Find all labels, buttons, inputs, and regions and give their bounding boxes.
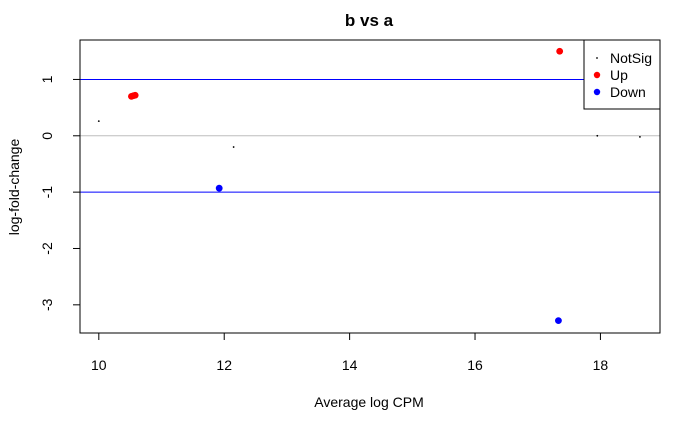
- point-notsig: [97, 120, 100, 123]
- plot-area-border: [79, 39, 661, 334]
- y-tick-label: -2: [39, 242, 55, 255]
- legend-label-down: Down: [610, 84, 646, 100]
- data-points: [97, 47, 641, 325]
- point-down: [555, 317, 562, 325]
- y-tick-label: 1: [39, 75, 55, 83]
- x-axis: 10 12 14 16 18: [91, 332, 609, 373]
- legend-marker-up: [593, 71, 601, 79]
- y-tick-label: 0: [39, 132, 55, 140]
- x-tick-label: 12: [216, 357, 232, 373]
- x-tick-label: 18: [593, 357, 609, 373]
- legend-label-notsig: NotSig: [610, 50, 652, 66]
- x-axis-label: Average log CPM: [314, 394, 423, 410]
- legend-marker-down: [593, 88, 601, 96]
- y-tick-label: -1: [39, 186, 55, 199]
- x-tick-label: 14: [342, 357, 358, 373]
- y-tick-label: -3: [39, 298, 55, 311]
- chart-title: b vs a: [345, 11, 394, 30]
- point-up: [131, 91, 139, 99]
- point-notsig: [639, 136, 641, 138]
- reference-lines: [80, 78, 660, 193]
- y-axis-label: log-fold-change: [6, 139, 22, 236]
- legend-label-up: Up: [610, 67, 628, 83]
- point-notsig: [232, 146, 235, 148]
- x-tick-label: 10: [91, 357, 107, 373]
- legend-marker-notsig: [596, 57, 598, 59]
- y-axis: 1 0 -1 -2 -3: [39, 75, 81, 311]
- point-down: [215, 184, 223, 192]
- point-notsig: [596, 134, 599, 137]
- x-tick-label: 16: [467, 357, 483, 373]
- point-up: [556, 47, 564, 55]
